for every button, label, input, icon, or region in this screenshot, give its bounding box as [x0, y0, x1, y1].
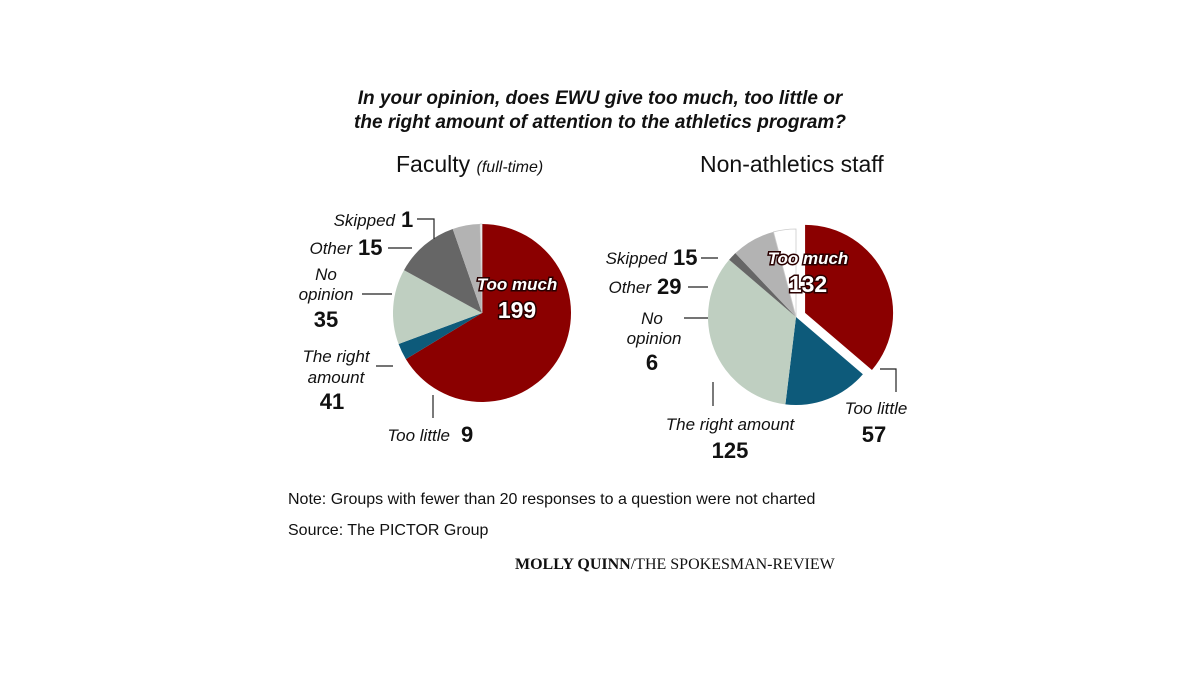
faculty-pie-heading: Faculty (full-time): [396, 151, 543, 178]
chart-note: Note: Groups with fewer than 20 response…: [288, 491, 816, 508]
faculty-slice-right-amount: [392, 270, 482, 345]
faculty-label-other: Other: [309, 239, 353, 258]
staff-value-too-much: 132: [789, 271, 827, 297]
staff-value-no-opinion: 6: [646, 350, 658, 375]
faculty-pie: Too much 199 Too little 9 The right amount 41 N…: [299, 207, 572, 447]
faculty-value-too-little: 9: [461, 422, 473, 447]
staff-pie: Too much 132 Too little 57 The right amount 1…: [606, 224, 908, 463]
faculty-label-right-amount-line2: amount: [308, 368, 366, 387]
staff-value-skipped: 15: [673, 245, 697, 270]
chart-title-line1: In your opinion, does EWU give too much,…: [357, 88, 843, 109]
staff-label-skipped: Skipped: [606, 249, 668, 268]
faculty-slice-too-little: [398, 313, 482, 360]
staff-label-other: Other: [608, 278, 652, 297]
staff-slice-other: [735, 231, 796, 317]
chart-credit: MOLLY QUINN/THE SPOKESMAN-REVIEW: [515, 556, 835, 574]
faculty-value-right-amount: 41: [320, 389, 344, 414]
staff-label-no-opinion-line2: opinion: [627, 329, 682, 348]
staff-slice-too-little: [785, 317, 863, 406]
staff-slice-skipped: [772, 228, 797, 318]
faculty-slice-too-much: [405, 224, 572, 402]
staff-label-too-little: Too little: [845, 399, 908, 418]
credit-org: /THE SPOKESMAN-REVIEW: [630, 556, 835, 573]
faculty-label-too-much: Too much: [477, 275, 558, 294]
faculty-label-skipped: Skipped: [334, 211, 396, 230]
staff-leader-too-little: [880, 368, 897, 392]
faculty-label-no-opinion-line1: No: [315, 265, 337, 284]
staff-slice-no-opinion: [729, 253, 796, 317]
staff-value-right-amount: 125: [712, 438, 749, 463]
faculty-slice-skipped: [479, 223, 483, 314]
faculty-label-right-amount-line1: The right: [302, 347, 370, 366]
faculty-leader-skipped: [417, 218, 435, 239]
faculty-pie-title: Faculty: [396, 151, 471, 177]
faculty-slice-no-opinion: [404, 228, 482, 313]
staff-slice-right-amount: [707, 259, 796, 405]
faculty-label-no-opinion-line2: opinion: [299, 285, 354, 304]
faculty-label-too-little: Too little: [387, 426, 450, 445]
faculty-value-no-opinion: 35: [314, 307, 338, 332]
faculty-value-too-much: 199: [498, 297, 536, 323]
faculty-value-skipped: 1: [401, 207, 413, 232]
faculty-pie-subtitle: (full-time): [476, 159, 544, 176]
faculty-slice-other: [452, 224, 482, 313]
staff-slice-too-much: [805, 224, 894, 371]
staff-pie-title: Non-athletics staff: [700, 151, 884, 177]
chart-title-line2: the right amount of attention to the ath…: [354, 112, 846, 133]
staff-label-too-much: Too much: [768, 249, 849, 268]
chart-source: Source: The PICTOR Group: [288, 522, 489, 539]
credit-name: MOLLY QUINN: [515, 556, 631, 573]
faculty-value-other: 15: [358, 235, 382, 260]
staff-value-too-little: 57: [862, 422, 886, 447]
staff-label-no-opinion-line1: No: [641, 309, 663, 328]
staff-value-other: 29: [657, 274, 681, 299]
staff-label-right-amount: The right amount: [666, 415, 796, 434]
